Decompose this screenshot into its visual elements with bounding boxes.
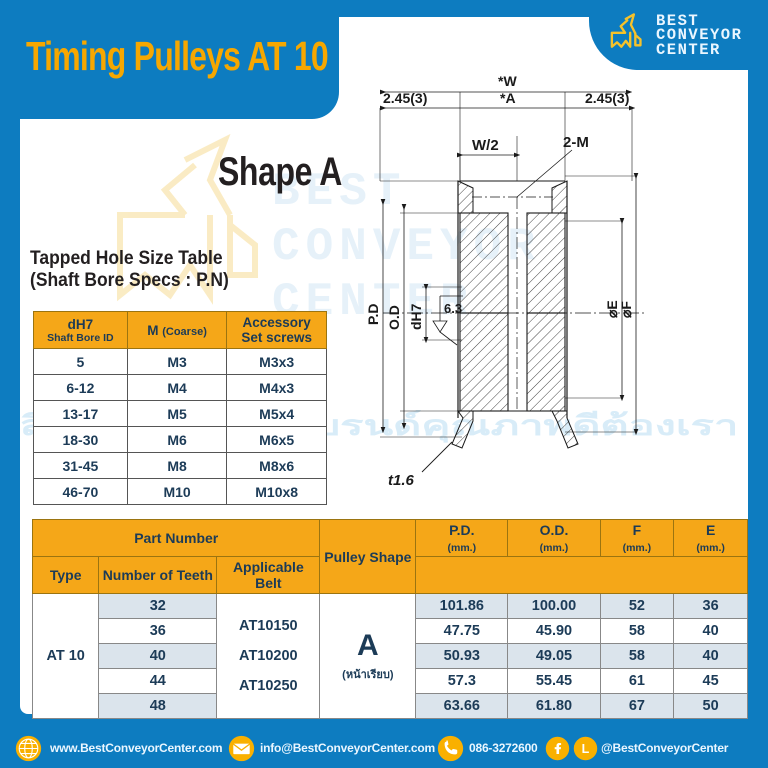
svg-text:P.D: P.D bbox=[365, 303, 381, 325]
svg-text:t1.6: t1.6 bbox=[388, 472, 415, 489]
svg-text:W/2: W/2 bbox=[472, 137, 499, 154]
svg-text:6.3: 6.3 bbox=[444, 301, 462, 316]
svg-text:*W: *W bbox=[498, 73, 517, 89]
svg-text:2-M: 2-M bbox=[563, 134, 589, 151]
svg-text:*A: *A bbox=[500, 90, 516, 106]
svg-text:2.45(3): 2.45(3) bbox=[585, 90, 629, 106]
svg-text:2.45(3): 2.45(3) bbox=[383, 90, 427, 106]
svg-text:⌀F: ⌀F bbox=[618, 301, 634, 318]
svg-text:O.D: O.D bbox=[386, 305, 402, 330]
svg-text:dH7: dH7 bbox=[408, 303, 424, 330]
